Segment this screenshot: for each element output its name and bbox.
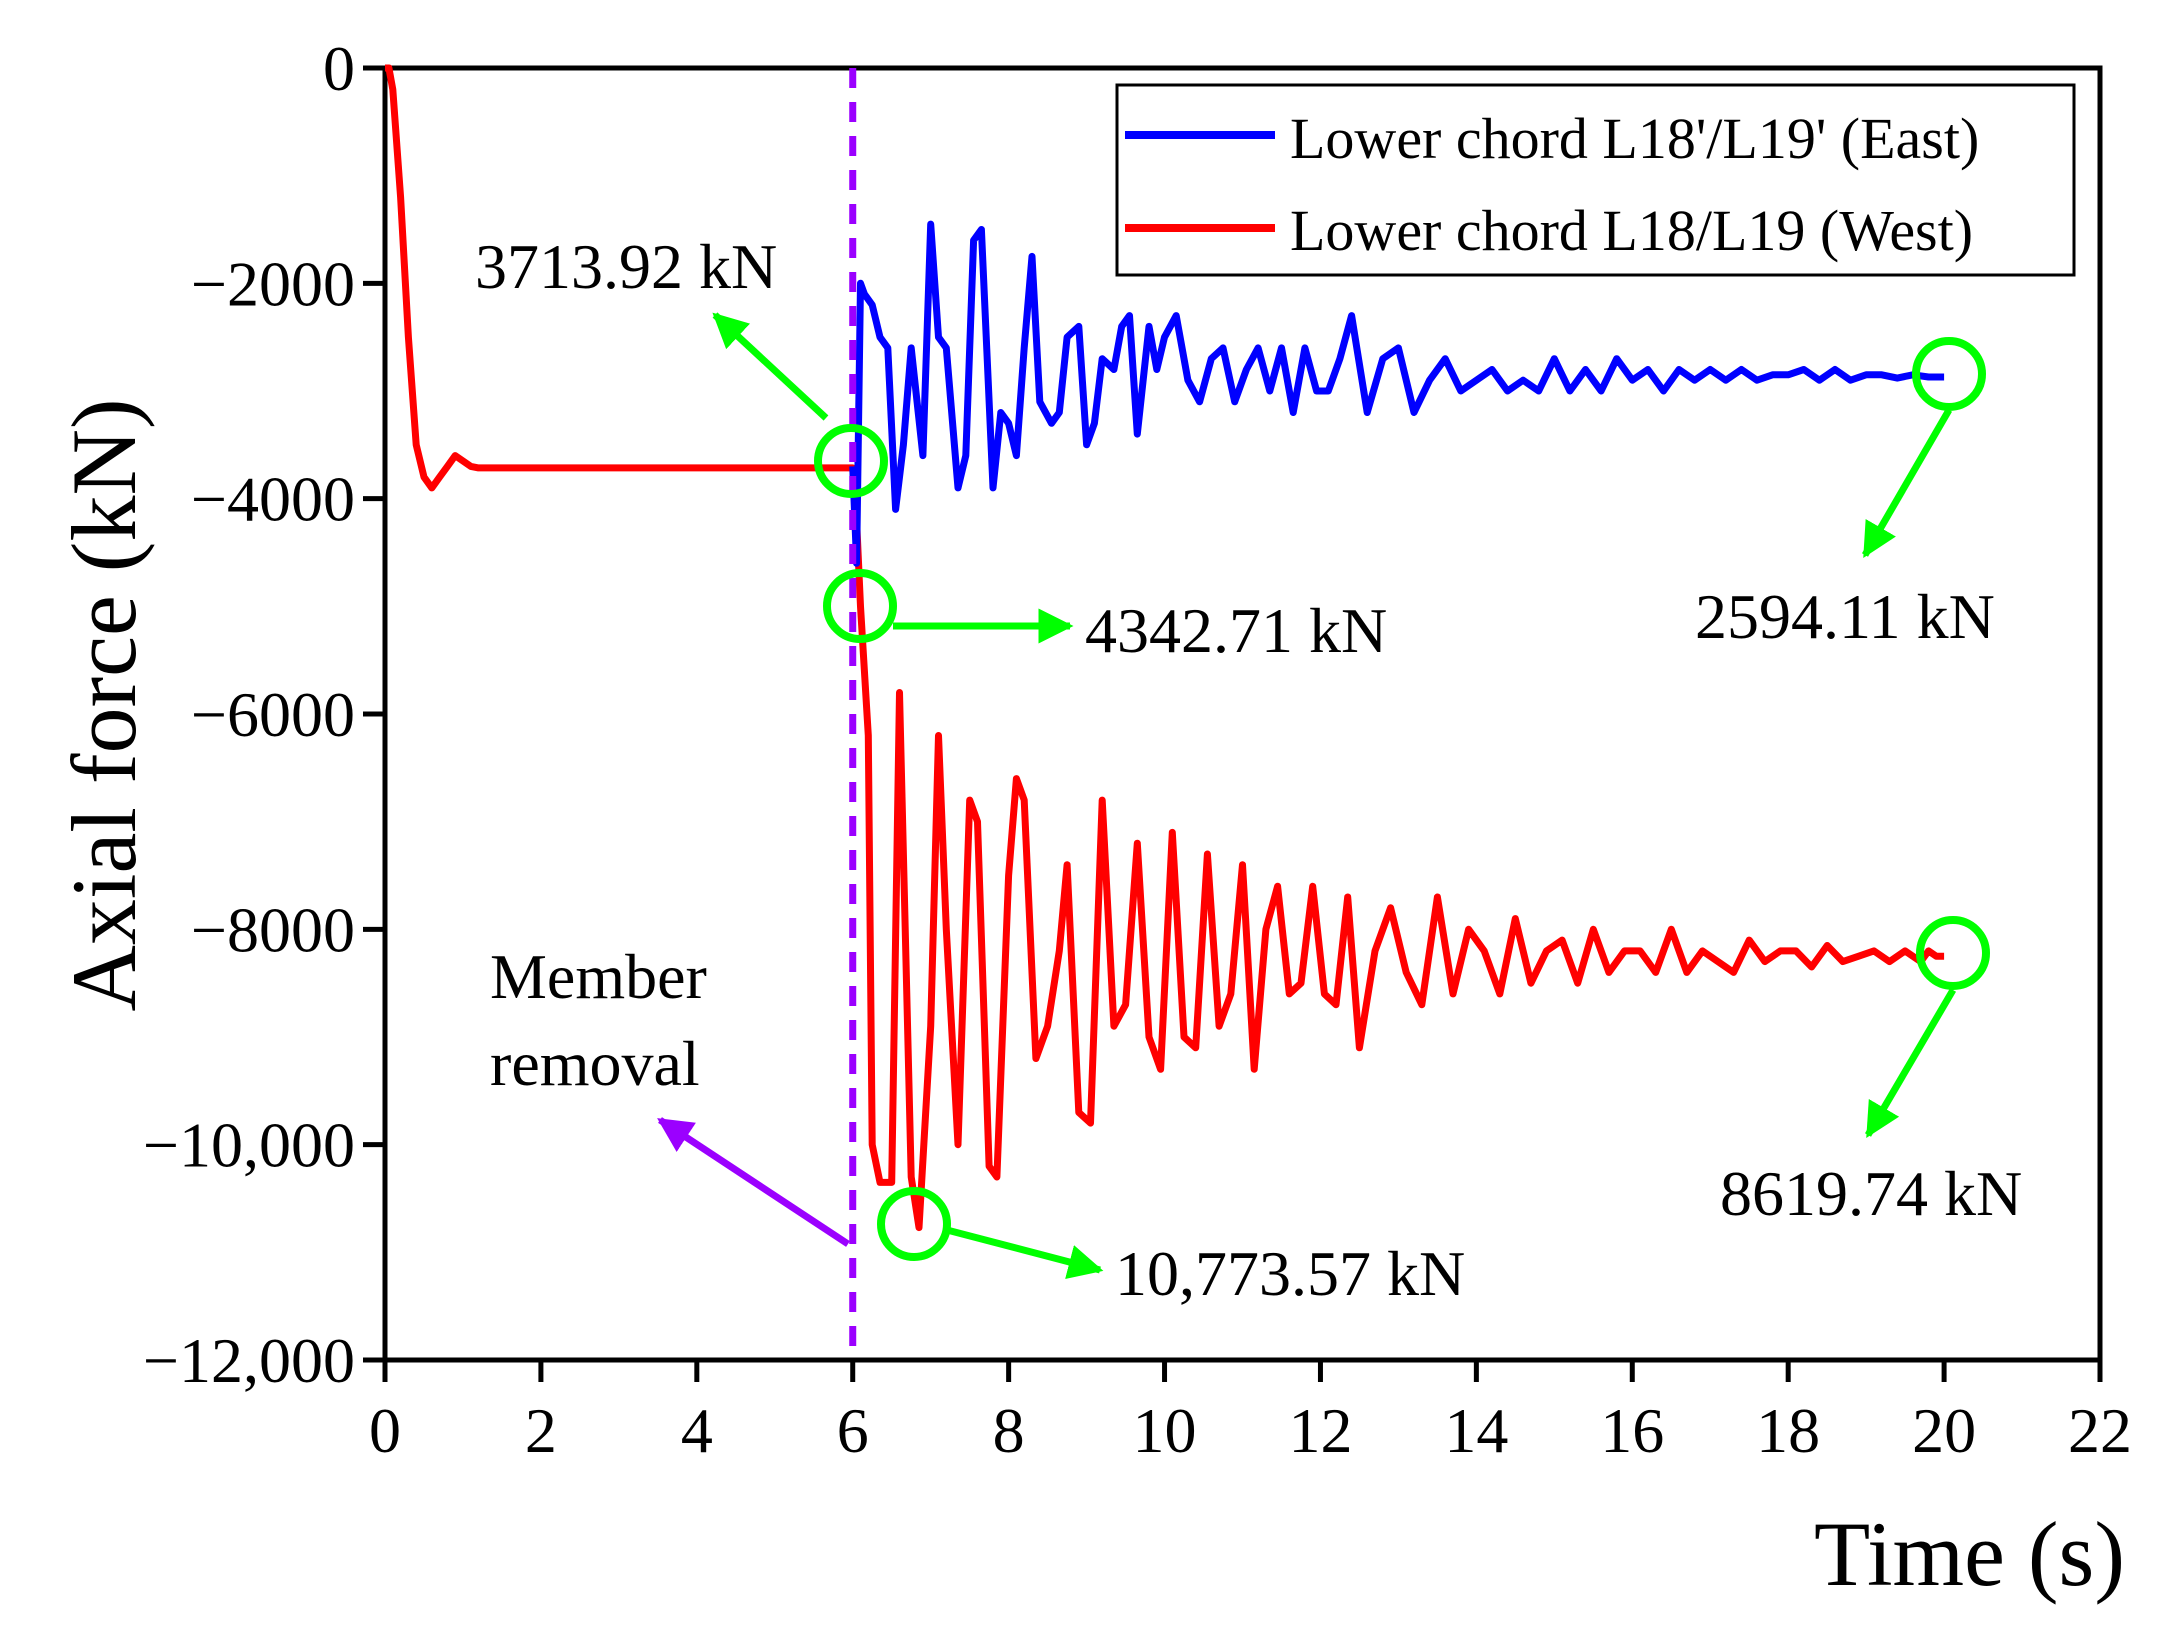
y-ticks: 0 −2000 −4000 −6000 −8000 −10,000 −12,000 (143, 33, 385, 1396)
arrow-3713 (712, 312, 829, 421)
series-line-east (849, 220, 1945, 567)
y-tick-label: −2000 (191, 248, 355, 319)
y-tick-label: −8000 (191, 894, 355, 965)
x-tick-label: 14 (1444, 1395, 1508, 1466)
x-tick-label: 16 (1600, 1395, 1664, 1466)
annotation-label-2594: 2594.11 kN (1695, 581, 1995, 652)
arrow-8619 (1864, 988, 1957, 1139)
x-tick-label: 0 (369, 1395, 401, 1466)
annotation-label-4342: 4342.71 kN (1085, 595, 1387, 666)
legend-label-west: Lower chord L18/L19 (West) (1290, 198, 1973, 263)
y-tick-label: −10,000 (143, 1110, 355, 1181)
annotation-label-3713: 3713.92 kN (475, 231, 777, 302)
x-tick-label: 20 (1912, 1395, 1976, 1466)
annotation-labels: 3713.92 kN 4342.71 kN 2594.11 kN 10,773.… (475, 231, 2022, 1309)
legend: Lower chord L18'/L19' (East) Lower chord… (1115, 83, 2076, 277)
annotation-circle-10773 (877, 1187, 951, 1261)
annotation-label-10773: 10,773.57 kN (1115, 1238, 1465, 1309)
x-axis-title: Time (s) (1814, 1503, 2125, 1605)
x-tick-label: 10 (1133, 1395, 1197, 1466)
y-axis-title: Axial force (kN) (53, 398, 155, 1011)
x-ticks: 0 2 4 6 8 10 12 14 16 18 20 22 (369, 1360, 2132, 1466)
arrow-member-removal (657, 1117, 850, 1247)
annotation-label-8619: 8619.74 kN (1720, 1158, 2022, 1229)
y-tick-label: −4000 (191, 464, 355, 535)
x-tick-label: 6 (837, 1395, 869, 1466)
arrow-2594 (1861, 408, 1953, 559)
legend-label-east: Lower chord L18'/L19' (East) (1290, 106, 1979, 171)
annotation-circle-2594 (1912, 337, 1986, 411)
y-tick-label: −6000 (191, 679, 355, 750)
x-tick-label: 12 (1288, 1395, 1352, 1466)
x-tick-label: 4 (681, 1395, 713, 1466)
annotation-circles (814, 337, 1990, 1261)
x-tick-label: 18 (1756, 1395, 1820, 1466)
arrow-10773 (946, 1226, 1104, 1279)
annotation-circle-8619 (1916, 916, 1990, 990)
member-removal-label-line2: removal (490, 1028, 700, 1099)
x-tick-label: 8 (993, 1395, 1025, 1466)
y-tick-label: 0 (323, 33, 355, 104)
y-tick-label: −12,000 (143, 1325, 355, 1396)
annotation-arrows (657, 312, 1957, 1279)
series-line-west (385, 64, 1945, 1232)
x-tick-label: 22 (2068, 1395, 2132, 1466)
legend-box (1115, 83, 2076, 277)
annotation-circle-3713 (814, 424, 888, 498)
member-removal-label-line1: Member (490, 941, 707, 1012)
x-tick-label: 2 (525, 1395, 557, 1466)
annotation-circle-4342 (823, 569, 897, 643)
